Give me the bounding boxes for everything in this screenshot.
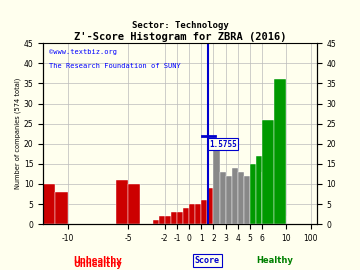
Text: The Research Foundation of SUNY: The Research Foundation of SUNY	[49, 63, 180, 69]
Y-axis label: Number of companies (574 total): Number of companies (574 total)	[14, 78, 21, 189]
Bar	[213, 140, 220, 224]
Bar	[128, 184, 140, 224]
Bar	[268, 192, 271, 224]
Bar	[232, 168, 238, 224]
Bar	[280, 212, 283, 224]
Bar	[277, 200, 280, 224]
Bar	[55, 192, 68, 224]
Bar	[171, 212, 177, 224]
Bar	[207, 188, 213, 224]
Bar	[274, 79, 287, 224]
Bar	[116, 180, 128, 224]
Title: Z'-Score Histogram for ZBRA (2016): Z'-Score Histogram for ZBRA (2016)	[74, 32, 286, 42]
Text: Healthy: Healthy	[256, 256, 293, 265]
Bar	[262, 120, 274, 224]
Text: Score: Score	[195, 256, 220, 265]
Bar	[226, 176, 232, 224]
Bar	[244, 176, 250, 224]
Bar	[159, 216, 165, 224]
Text: Unhealthy: Unhealthy	[73, 260, 122, 269]
Bar	[262, 172, 265, 224]
Bar	[183, 208, 189, 224]
Bar	[274, 200, 277, 224]
Bar	[238, 172, 244, 224]
Text: Sector: Technology: Sector: Technology	[132, 21, 228, 30]
Bar	[250, 164, 256, 224]
Bar	[43, 184, 55, 224]
Bar	[195, 204, 201, 224]
Text: 1.5755: 1.5755	[209, 140, 237, 149]
Bar	[220, 172, 226, 224]
Bar	[153, 220, 159, 224]
Bar	[265, 192, 268, 224]
Bar	[256, 156, 262, 224]
Text: Unhealthy: Unhealthy	[73, 256, 122, 265]
Bar	[271, 200, 274, 224]
Bar	[201, 200, 207, 224]
Bar	[165, 216, 171, 224]
Text: ©www.textbiz.org: ©www.textbiz.org	[49, 49, 117, 55]
Bar	[283, 216, 287, 224]
Bar	[177, 212, 183, 224]
Bar	[189, 204, 195, 224]
